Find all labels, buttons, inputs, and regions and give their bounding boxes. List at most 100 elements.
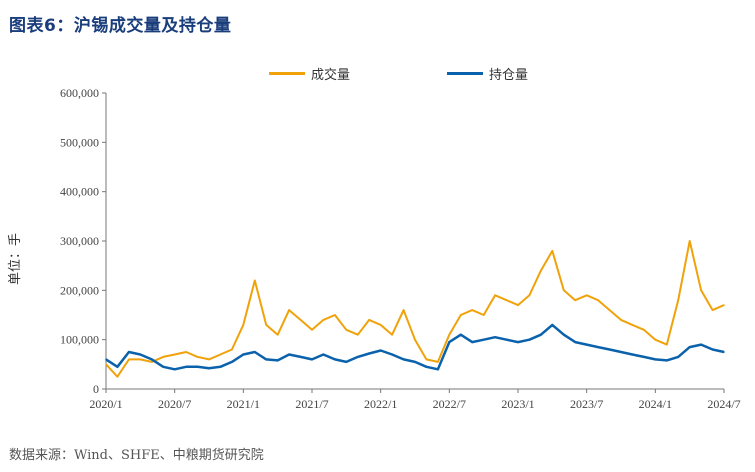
x-tick-label: 2022/7 [433, 397, 466, 411]
y-tick-label: 600,000 [60, 86, 99, 100]
data-point [391, 333, 393, 336]
data-point [459, 333, 462, 336]
y-tick-label: 0 [93, 382, 99, 396]
x-tick-label: 2023/1 [501, 397, 534, 411]
data-point [208, 358, 210, 361]
series-group [105, 240, 725, 378]
data-point [414, 338, 416, 341]
data-point [139, 353, 142, 356]
data-point [196, 366, 199, 368]
data-point [723, 351, 725, 353]
y-tick-label: 500,000 [60, 135, 99, 149]
data-point [665, 343, 668, 346]
data-point [242, 353, 245, 356]
data-point [276, 333, 279, 336]
data-point [482, 338, 485, 341]
data-point [299, 356, 302, 358]
data-point [139, 358, 142, 361]
data-point [723, 304, 725, 306]
legend-label-open-interest: 持仓量 [489, 68, 529, 83]
data-point [116, 375, 119, 378]
data-point [150, 358, 153, 361]
data-point [528, 294, 531, 297]
data-point [128, 351, 130, 353]
y-tick-label: 100,000 [60, 333, 99, 347]
data-point [322, 353, 325, 356]
data-point [345, 329, 348, 331]
data-point [551, 250, 554, 252]
data-point [562, 333, 565, 336]
data-point [219, 353, 222, 356]
data-point [368, 352, 371, 355]
source-note: 数据来源：Wind、SHFE、中粮期货研究院 [9, 448, 264, 463]
data-point [208, 367, 210, 370]
x-tick-label: 2022/1 [364, 397, 397, 411]
data-point [402, 309, 405, 311]
legend: 成交量 持仓量 [0, 64, 755, 86]
data-point [540, 269, 542, 272]
data-point [242, 324, 245, 326]
data-point [265, 358, 268, 361]
data-point [517, 341, 519, 343]
data-point [185, 366, 187, 368]
data-point [631, 324, 634, 326]
data-point [173, 368, 176, 371]
data-point [162, 356, 165, 358]
data-point [437, 368, 439, 371]
data-point [494, 294, 496, 297]
data-point [379, 349, 382, 352]
data-point [231, 361, 233, 363]
data-point [196, 356, 199, 358]
data-point [356, 356, 359, 358]
y-tick-label: 200,000 [60, 283, 99, 297]
data-point [585, 343, 588, 346]
series-line-volume [105, 240, 725, 378]
y-tick-label: 300,000 [60, 234, 99, 248]
data-point [643, 356, 645, 358]
data-point [128, 358, 130, 361]
data-point [528, 338, 531, 341]
data-point [334, 314, 336, 316]
data-point [253, 279, 256, 282]
data-point [162, 366, 165, 368]
data-point [356, 333, 359, 336]
data-point [700, 343, 702, 346]
data-point [150, 361, 153, 363]
data-point [231, 348, 233, 351]
data-point [345, 361, 348, 363]
data-point [597, 346, 599, 348]
data-point [597, 299, 599, 302]
axes: 0 100,000 200,000 300,000 400,000 500,000 600,… [60, 86, 741, 411]
legend-item-volume: 成交量 [269, 64, 350, 83]
x-tick-label: 2020/7 [158, 397, 191, 411]
data-point [700, 289, 702, 292]
data-point [505, 299, 508, 302]
data-point [185, 351, 187, 353]
x-tick-label: 2024/7 [707, 397, 740, 411]
data-point [574, 341, 577, 343]
data-point [631, 353, 634, 356]
data-point [688, 240, 691, 242]
data-point [448, 333, 451, 336]
data-point [311, 329, 313, 331]
data-point [299, 319, 302, 321]
data-point [505, 338, 508, 341]
data-point [471, 309, 474, 311]
data-point [368, 319, 371, 321]
data-point [494, 336, 496, 339]
data-point [654, 358, 657, 361]
data-point [482, 314, 485, 316]
data-point [402, 358, 405, 361]
data-point [574, 299, 577, 302]
data-point [425, 358, 428, 361]
data-point [562, 289, 565, 292]
data-point [551, 324, 554, 326]
data-point [688, 346, 691, 348]
legend-swatch-open-interest [447, 72, 483, 75]
x-tick-label: 2020/1 [89, 397, 122, 411]
x-tick-label: 2021/1 [227, 397, 260, 411]
data-point [608, 309, 611, 311]
data-point [265, 324, 268, 326]
x-tick-label: 2024/1 [639, 397, 672, 411]
x-tick-label: 2023/7 [570, 397, 603, 411]
